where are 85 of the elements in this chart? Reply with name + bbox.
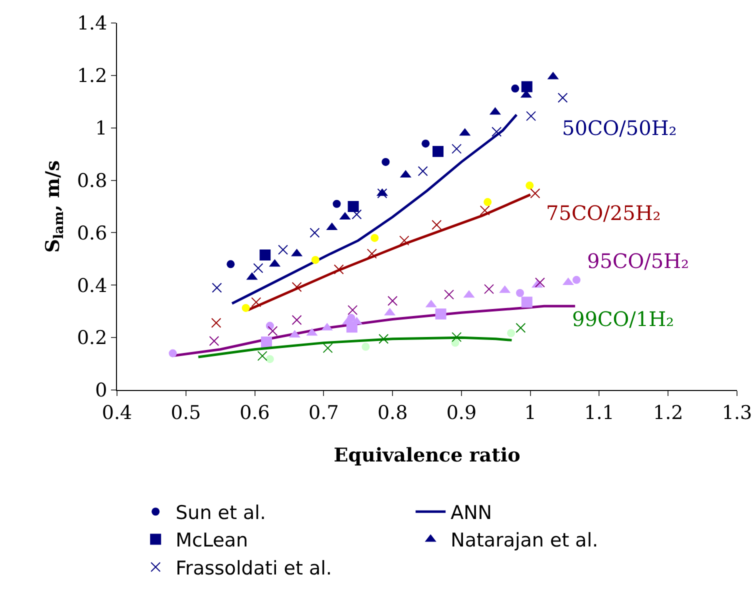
y-tick-label: 1.4	[76, 12, 108, 35]
point	[348, 305, 358, 316]
point	[432, 220, 442, 230]
x-tick-label: 0.6	[240, 402, 270, 424]
point	[366, 248, 377, 259]
x-tick-label: 0.7	[308, 402, 339, 424]
point	[257, 350, 268, 361]
point	[292, 282, 302, 292]
point	[362, 342, 370, 351]
point	[168, 349, 177, 358]
point	[516, 289, 524, 298]
point	[226, 260, 235, 268]
point	[311, 256, 320, 264]
point	[352, 209, 362, 220]
line-series	[230, 114, 518, 305]
point	[526, 111, 536, 122]
y-tick-label: 1	[95, 118, 108, 140]
point	[268, 326, 278, 336]
y-tick-label: 0.6	[76, 222, 108, 244]
x-tick-label: 1.3	[722, 402, 752, 424]
legend-label: ANN	[450, 502, 492, 524]
point	[253, 263, 264, 274]
point	[382, 158, 390, 166]
point	[511, 84, 520, 93]
point	[492, 126, 502, 137]
point	[332, 200, 341, 208]
point	[260, 336, 272, 348]
point	[521, 296, 532, 308]
point	[278, 244, 288, 255]
point	[572, 276, 580, 284]
point	[507, 329, 516, 338]
point	[432, 146, 444, 157]
point	[242, 304, 250, 312]
point	[558, 92, 568, 103]
point	[388, 296, 398, 306]
point	[480, 205, 490, 216]
point	[422, 140, 430, 148]
point	[310, 228, 320, 238]
point	[418, 166, 428, 176]
x-tick-label: 1.2	[653, 402, 684, 424]
point	[211, 318, 222, 328]
point	[212, 282, 222, 293]
x-tick-label: 0.5	[170, 402, 201, 424]
annotation: 99CO/1H₂	[572, 307, 674, 331]
x-tick-label: 0.9	[446, 402, 477, 424]
point	[534, 278, 545, 288]
line-series	[197, 336, 513, 358]
annotation: 95CO/5H₂	[587, 249, 690, 273]
point	[526, 182, 534, 190]
point	[209, 336, 220, 346]
point	[348, 201, 359, 212]
y-tick-label: 0	[95, 380, 108, 402]
x-tick-label: 1	[524, 402, 536, 424]
point	[399, 236, 410, 246]
point	[292, 315, 302, 326]
point	[452, 332, 462, 342]
y-tick-label: 0.4	[76, 274, 108, 297]
point	[370, 234, 379, 242]
legend-label: Natarajan et al.	[450, 530, 598, 552]
x-axis-title: Equivalence ratio	[334, 444, 520, 467]
legend-label: Sun et al.	[176, 502, 266, 524]
point	[435, 308, 446, 320]
point	[334, 264, 344, 274]
y-tick-label: 0.2	[76, 327, 108, 350]
point	[251, 297, 262, 308]
legend-label: Frassoldati et al.	[176, 557, 332, 580]
x-tick-label: 1.1	[584, 402, 614, 424]
point	[266, 355, 274, 364]
point	[322, 343, 333, 354]
point	[378, 334, 389, 344]
legend-label: McLean	[176, 530, 248, 552]
y-tick-label: 1.2	[76, 65, 108, 88]
point	[444, 290, 454, 300]
annotation: 50CO/50H₂	[562, 116, 677, 140]
point	[521, 81, 532, 92]
point	[530, 188, 540, 198]
y-tick-label: 0.8	[76, 170, 108, 192]
point	[516, 322, 526, 333]
point	[484, 284, 494, 294]
point	[484, 198, 492, 206]
annotation: 75CO/25H₂	[546, 201, 661, 225]
point	[452, 144, 462, 154]
x-tick-label: 0.8	[377, 402, 408, 424]
point	[260, 250, 271, 260]
point	[377, 188, 388, 198]
